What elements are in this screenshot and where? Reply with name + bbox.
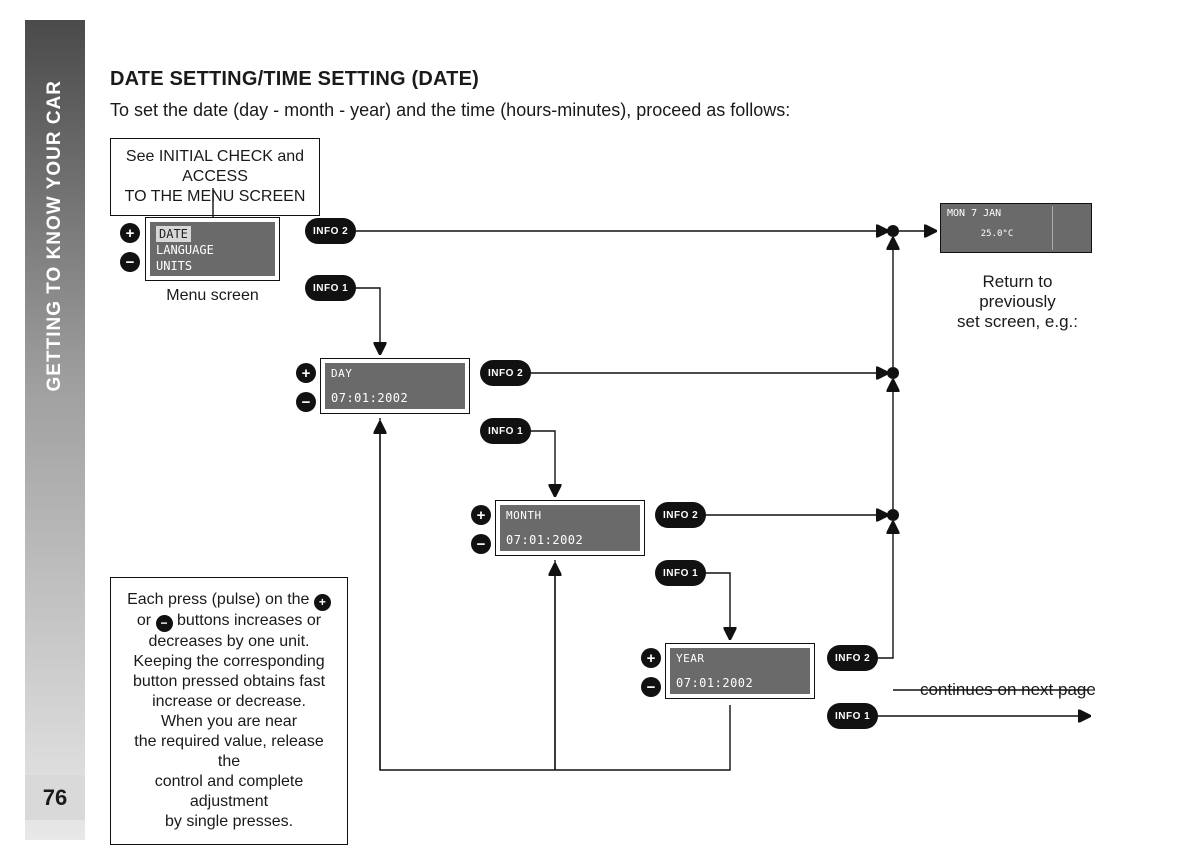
year-date: 07:01:2002 [676,675,804,691]
plus-icon: + [314,594,331,611]
return-line2: 25.0°C [947,229,1047,239]
info2-button-day[interactable]: INFO 2 [480,360,531,386]
plus-button-day[interactable]: + [296,363,316,383]
year-label: YEAR [676,652,804,667]
month-date: 07:01:2002 [506,532,634,548]
info1-button-menu[interactable]: INFO 1 [305,275,356,301]
lcd-menu: DATE LANGUAGE UNITS [145,217,280,281]
return-line1: MON 7 JAN [947,208,1085,219]
info1-button-year[interactable]: INFO 1 [827,703,878,729]
minus-button-month[interactable]: − [471,534,491,554]
day-date: 07:01:2002 [331,390,459,406]
continues-text: continues on next page [920,680,1096,700]
plus-button-month[interactable]: + [471,505,491,525]
menu-item3: UNITS [156,259,192,273]
info2-button-menu[interactable]: INFO 2 [305,218,356,244]
minus-icon: − [156,615,173,632]
sidebar-label: GETTING TO KNOW YOUR CAR [44,80,66,391]
callout-initial: See INITIAL CHECK and ACCESS TO THE MENU… [110,138,320,216]
sidebar: GETTING TO KNOW YOUR CAR [25,20,85,840]
return-caption: Return to previously set screen, e.g.: [945,272,1090,332]
minus-button-year[interactable]: − [641,677,661,697]
info2-button-year[interactable]: INFO 2 [827,645,878,671]
note-box: Each press (pulse) on the + or − buttons… [110,577,348,845]
minus-button-menu[interactable]: − [120,252,140,272]
callout-line2: TO THE MENU SCREEN [121,187,309,207]
callout-line1: See INITIAL CHECK and ACCESS [121,147,309,187]
plus-button-year[interactable]: + [641,648,661,668]
info2-button-month[interactable]: INFO 2 [655,502,706,528]
intro-text: To set the date (day - month - year) and… [110,100,790,121]
minus-button-day[interactable]: − [296,392,316,412]
day-label: DAY [331,367,459,382]
lcd-month: MONTH 07:01:2002 [495,500,645,556]
info1-button-month[interactable]: INFO 1 [655,560,706,586]
menu-item2: LANGUAGE [156,243,214,257]
page-number: 76 [43,785,67,811]
lcd-year: YEAR 07:01:2002 [665,643,815,699]
info1-button-day[interactable]: INFO 1 [480,418,531,444]
plus-button-menu[interactable]: + [120,223,140,243]
page-title: DATE SETTING/TIME SETTING (DATE) [110,68,479,91]
menu-highlight: DATE [156,226,191,242]
page-number-box: 76 [25,775,85,820]
lcd-return: MON 7 JAN 25.0°C [940,203,1092,253]
lcd-day: DAY 07:01:2002 [320,358,470,414]
menu-caption: Menu screen [160,287,265,305]
month-label: MONTH [506,509,634,524]
